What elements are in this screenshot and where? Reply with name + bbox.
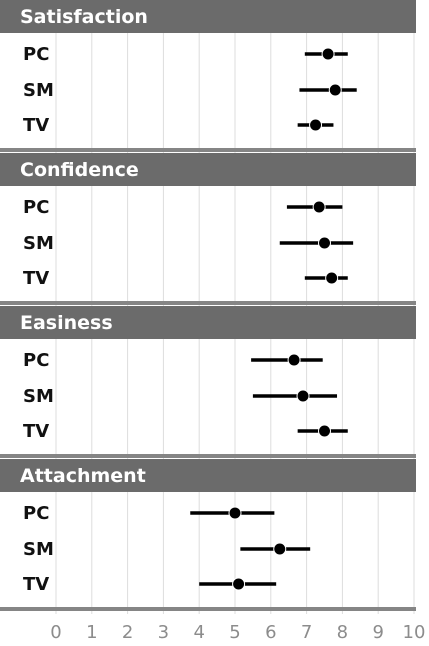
x-tick-label-3: 3 xyxy=(158,622,169,643)
row-label-tv: TV xyxy=(23,268,49,289)
point-tv xyxy=(310,119,322,131)
point-sm xyxy=(319,237,330,249)
point-sm xyxy=(297,390,309,402)
panel-header xyxy=(0,306,416,339)
x-tick-label-0: 0 xyxy=(50,622,61,643)
row-label-sm: SM xyxy=(23,386,54,407)
panel-header xyxy=(0,459,416,492)
x-tick-label-6: 6 xyxy=(265,622,276,643)
x-tick-label-4: 4 xyxy=(193,622,204,643)
panel-easiness: Easiness PC SM TV xyxy=(0,306,416,458)
panel-separator xyxy=(0,454,416,458)
panel-separator xyxy=(0,148,416,152)
row-label-tv: TV xyxy=(23,115,49,136)
panel-attachment: Attachment PC SM TV xyxy=(0,459,416,611)
panel-separator xyxy=(0,607,416,611)
row-label-sm: SM xyxy=(23,80,54,101)
x-tick-label-7: 7 xyxy=(301,622,312,643)
row-label-pc: PC xyxy=(23,503,49,524)
row-label-pc: PC xyxy=(23,350,49,371)
row-label-sm: SM xyxy=(23,539,54,560)
point-sm xyxy=(329,84,341,96)
panel-header xyxy=(0,0,416,33)
point-pc xyxy=(229,507,241,519)
panel-title: Satisfaction xyxy=(20,6,148,28)
panel-satisfaction: Satisfaction PC SM TV xyxy=(0,0,416,152)
panel-title: Confidence xyxy=(20,159,139,181)
panel-title: Easiness xyxy=(20,312,113,334)
row-label-pc: PC xyxy=(23,44,49,65)
x-tick-label-9: 9 xyxy=(372,622,383,643)
row-label-sm: SM xyxy=(23,233,54,254)
point-tv xyxy=(319,425,330,437)
row-label-tv: TV xyxy=(23,574,49,595)
x-tick-label-2: 2 xyxy=(122,622,133,643)
point-pc xyxy=(322,48,334,60)
panel-confidence: Confidence PC SM TV xyxy=(0,153,416,305)
point-sm xyxy=(274,543,286,555)
point-pc xyxy=(313,201,325,213)
point-tv xyxy=(326,272,338,284)
row-label-tv: TV xyxy=(23,421,49,442)
x-tick-label-8: 8 xyxy=(337,622,348,643)
point-pc xyxy=(288,354,300,366)
x-axis: 0 1 2 3 4 5 6 7 8 9 10 xyxy=(50,622,425,643)
panel-header xyxy=(0,153,416,186)
x-tick-label-5: 5 xyxy=(229,622,240,643)
row-label-pc: PC xyxy=(23,197,49,218)
point-tv xyxy=(233,578,245,590)
x-tick-label-10: 10 xyxy=(403,622,426,643)
panel-separator xyxy=(0,301,416,305)
panels: SatisfactionPCSMTVConfidencePCSMTVEasine… xyxy=(0,0,416,611)
panel-title: Attachment xyxy=(20,465,146,487)
x-tick-label-1: 1 xyxy=(86,622,97,643)
